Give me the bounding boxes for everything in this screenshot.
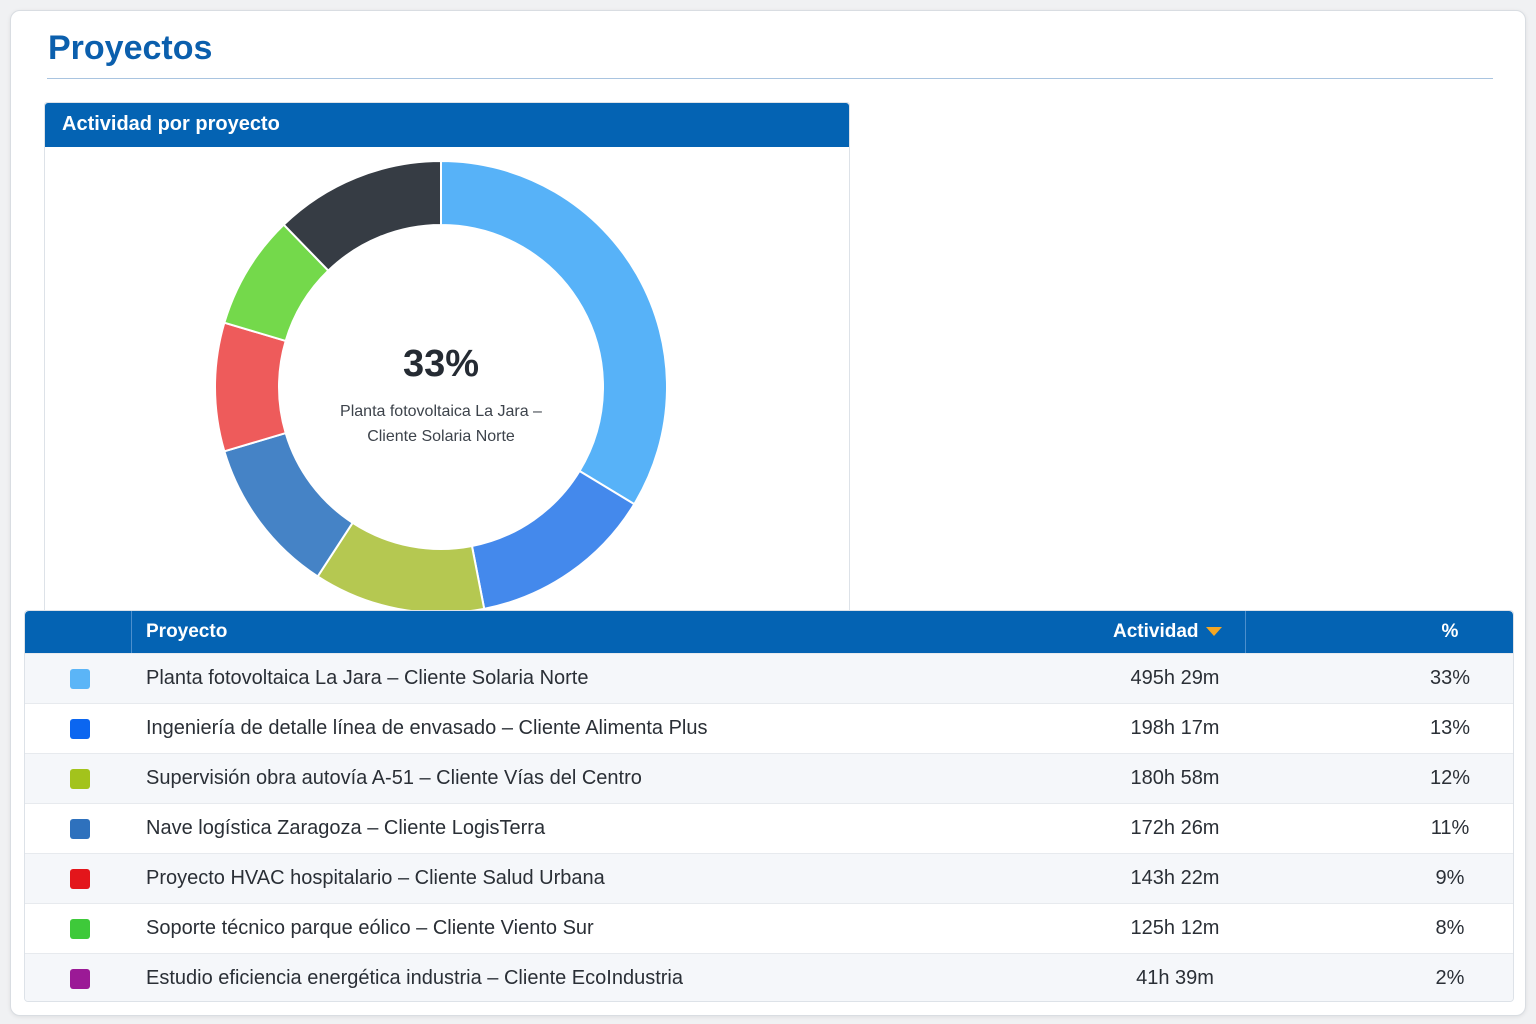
header-divider bbox=[1245, 611, 1246, 653]
donut-center-label: Planta fotovoltaica La Jara – Cliente So… bbox=[340, 403, 542, 445]
color-swatch bbox=[70, 869, 90, 889]
activity-time: 198h 17m bbox=[1130, 717, 1220, 739]
activity-percent: 8% bbox=[1435, 917, 1465, 939]
project-name: Planta fotovoltaica La Jara – Cliente So… bbox=[146, 667, 589, 689]
header-percent-label: % bbox=[1441, 621, 1459, 642]
activity-chart-panel: Actividad por proyecto 33% Planta fotovo… bbox=[44, 102, 850, 622]
table-row[interactable]: Soporte técnico parque eólico – Cliente … bbox=[25, 903, 1513, 953]
activity-time: 125h 12m bbox=[1130, 917, 1220, 939]
activity-donut-chart bbox=[214, 159, 668, 614]
donut-center-value: 33% bbox=[402, 343, 480, 385]
activity-time: 41h 39m bbox=[1136, 967, 1214, 989]
donut-slice[interactable] bbox=[440, 159, 668, 506]
panel-title: Actividad por proyecto bbox=[45, 103, 849, 147]
project-name: Proyecto HVAC hospitalario – Cliente Sal… bbox=[146, 867, 605, 889]
donut-slice[interactable] bbox=[214, 321, 287, 453]
projects-table: Proyecto Actividad % Planta fotovoltaica… bbox=[24, 610, 1514, 1002]
table-row[interactable]: Estudio eficiencia energética industria … bbox=[25, 953, 1513, 1001]
color-swatch bbox=[70, 919, 90, 939]
table-header: Proyecto Actividad % bbox=[25, 611, 1513, 653]
header-activity-label: Actividad bbox=[1113, 621, 1199, 642]
color-swatch bbox=[70, 719, 90, 739]
title-divider bbox=[47, 78, 1493, 79]
activity-time: 172h 26m bbox=[1130, 817, 1220, 839]
projects-card: Proyectos Actividad por proyecto 33% Pla… bbox=[10, 10, 1526, 1016]
activity-percent: 33% bbox=[1429, 667, 1471, 689]
table-row[interactable]: Nave logística Zaragoza – Cliente LogisT… bbox=[25, 803, 1513, 853]
header-percent[interactable]: % bbox=[1375, 621, 1513, 643]
activity-percent: 2% bbox=[1435, 967, 1465, 989]
activity-time: 180h 58m bbox=[1130, 767, 1220, 789]
header-activity[interactable]: Actividad bbox=[1113, 621, 1222, 643]
project-name: Nave logística Zaragoza – Cliente LogisT… bbox=[146, 817, 546, 839]
color-swatch bbox=[70, 819, 90, 839]
color-swatch bbox=[70, 669, 90, 689]
table-row[interactable]: Planta fotovoltaica La Jara – Cliente So… bbox=[25, 653, 1513, 703]
project-name: Ingeniería de detalle línea de envasado … bbox=[146, 717, 708, 739]
page-title: Proyectos bbox=[48, 29, 213, 67]
activity-time: 495h 29m bbox=[1130, 667, 1220, 689]
project-name: Supervisión obra autovía A-51 – Cliente … bbox=[146, 767, 642, 789]
activity-percent: 9% bbox=[1435, 867, 1465, 889]
donut-slice[interactable] bbox=[470, 469, 636, 611]
header-project-label: Proyecto bbox=[146, 621, 228, 642]
table-row[interactable]: Proyecto HVAC hospitalario – Cliente Sal… bbox=[25, 853, 1513, 903]
donut-slice[interactable] bbox=[282, 159, 442, 273]
activity-percent: 13% bbox=[1429, 717, 1471, 739]
table-row[interactable]: Ingeniería de detalle línea de envasado … bbox=[25, 703, 1513, 753]
table-row[interactable]: Supervisión obra autovía A-51 – Cliente … bbox=[25, 753, 1513, 803]
table-body: Planta fotovoltaica La Jara – Cliente So… bbox=[25, 653, 1513, 1001]
sort-desc-icon bbox=[1205, 627, 1222, 637]
project-name: Soporte técnico parque eólico – Cliente … bbox=[146, 917, 594, 939]
activity-time: 143h 22m bbox=[1130, 867, 1220, 889]
activity-percent: 11% bbox=[1430, 817, 1470, 839]
project-name: Estudio eficiencia energética industria … bbox=[146, 967, 683, 989]
activity-percent: 12% bbox=[1429, 767, 1471, 789]
color-swatch bbox=[70, 769, 90, 789]
color-swatch bbox=[70, 969, 90, 989]
header-project[interactable]: Proyecto bbox=[146, 621, 227, 643]
header-divider bbox=[131, 611, 132, 653]
